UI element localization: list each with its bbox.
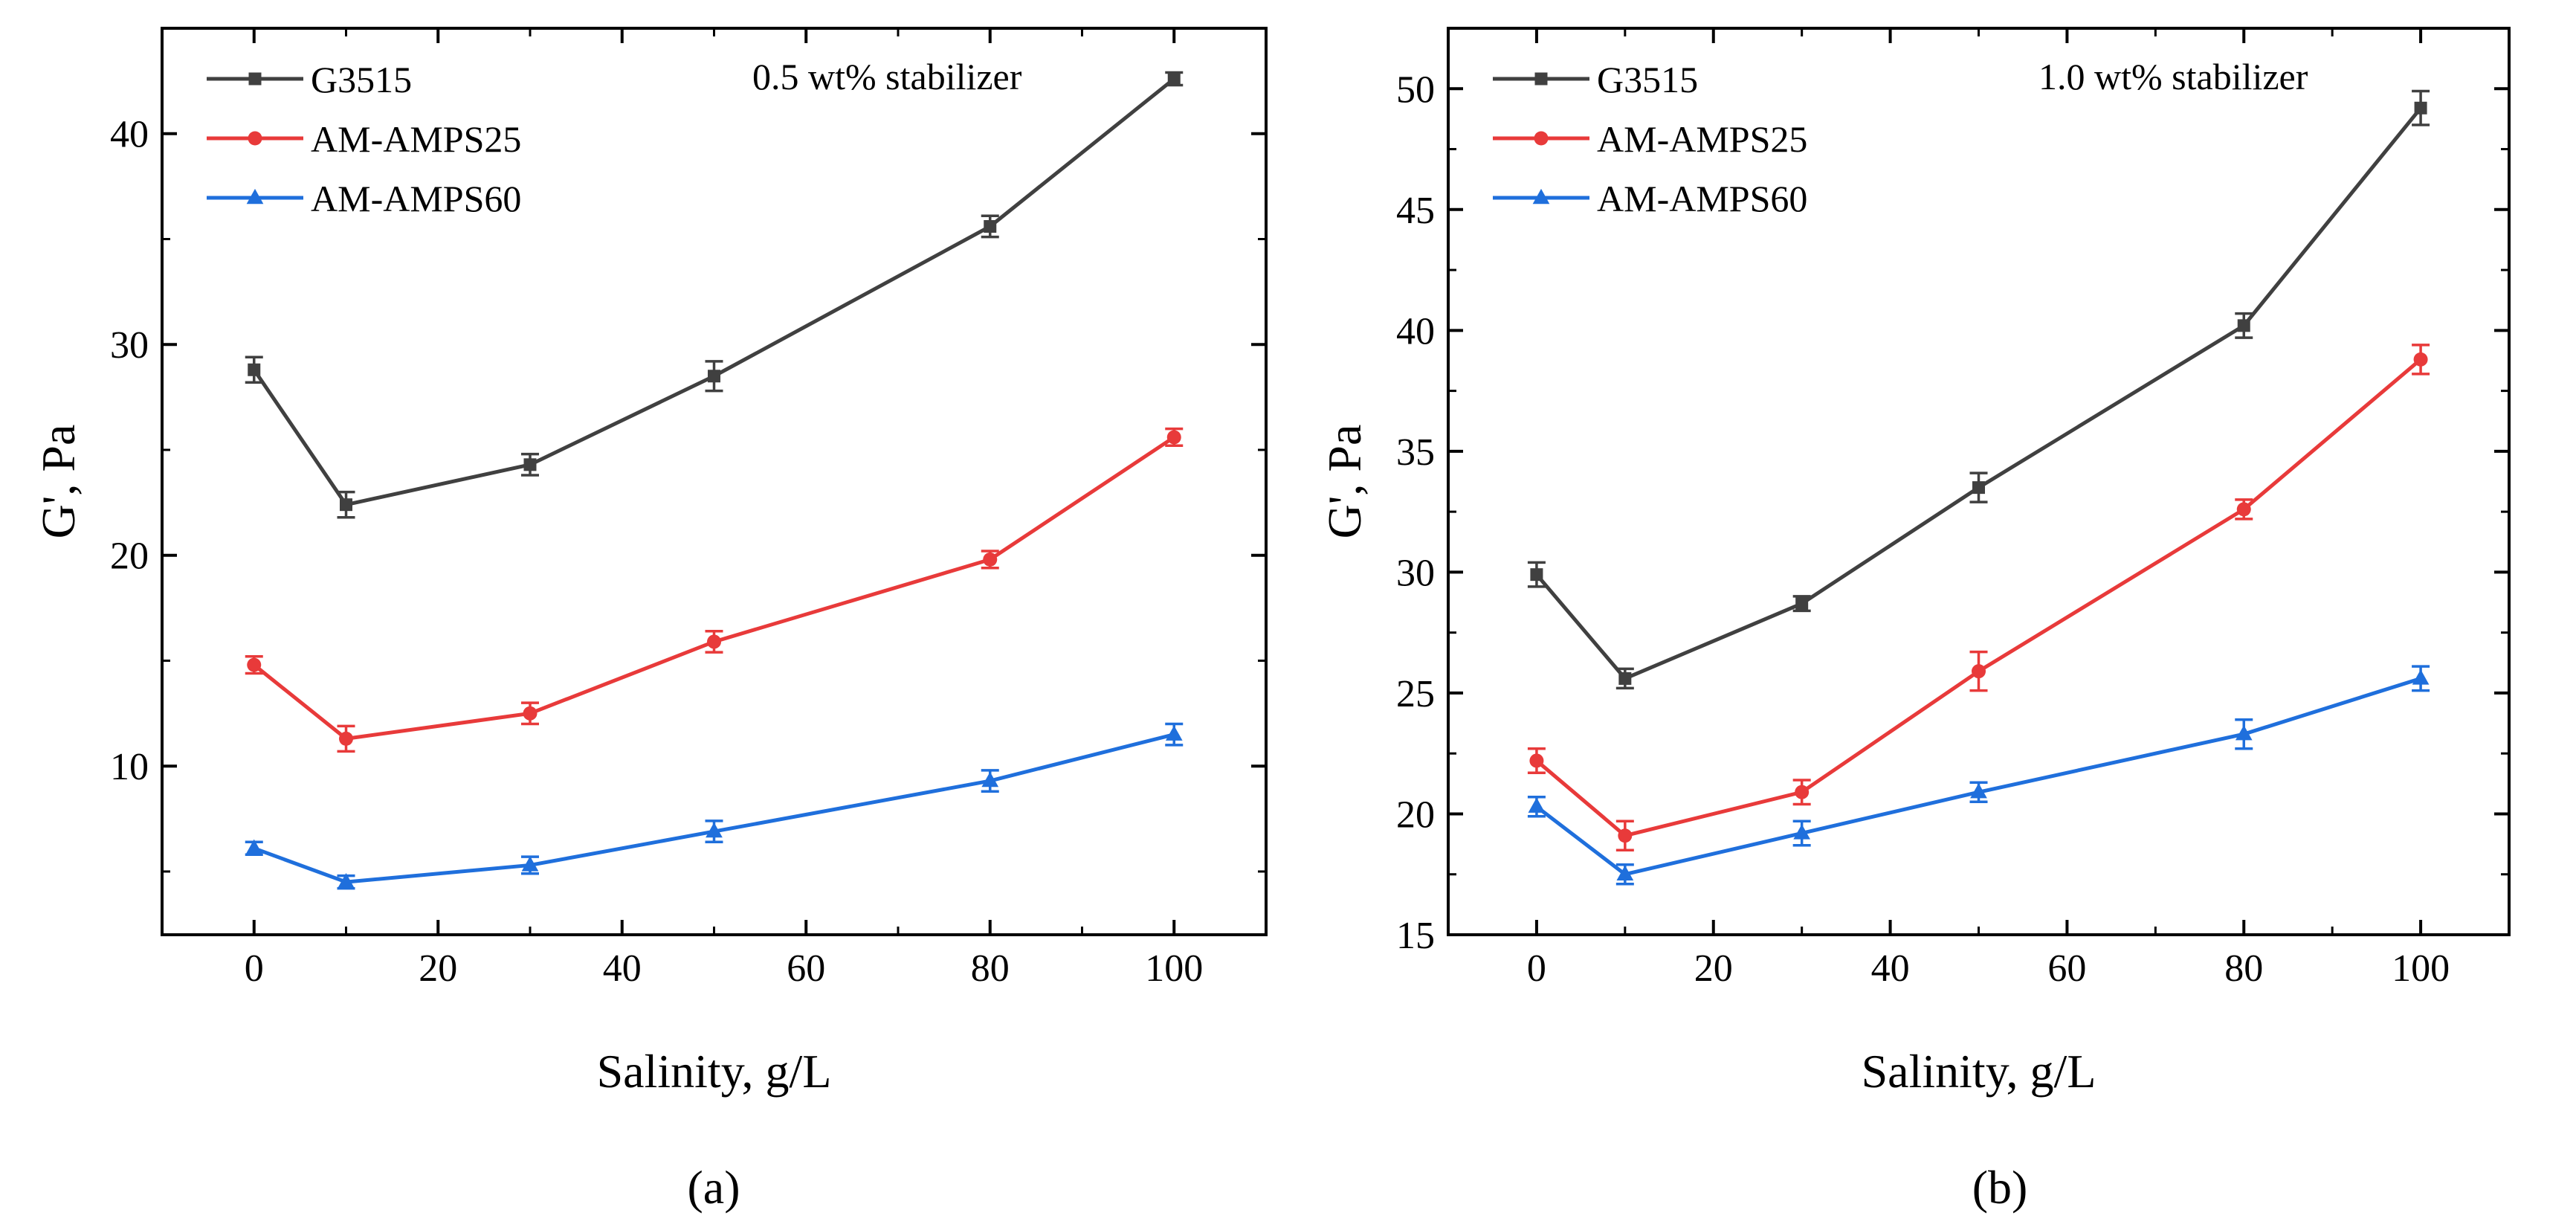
data-point <box>981 771 999 788</box>
x-tick-label: 100 <box>2392 947 2450 990</box>
data-point <box>1166 430 1181 445</box>
data-point <box>1530 568 1543 582</box>
series-G3515: G3515 <box>1493 59 2430 690</box>
data-point <box>523 458 537 471</box>
y-tick-label: 10 <box>110 746 149 788</box>
legend-label: AM-AMPS60 <box>1597 178 1807 219</box>
data-point <box>708 370 720 383</box>
y-tick-label: 30 <box>1396 552 1435 594</box>
y-tick-label: 25 <box>1396 673 1435 715</box>
chart-panel-b: 0 20 40 60 80 100 15 20 25 30 35 40 45 50 Salinity, g/… <box>1318 27 2511 1214</box>
y-tick-label: 45 <box>1396 190 1435 232</box>
series-AM-AMPS60: AM-AMPS60 <box>207 178 1184 890</box>
y-axis-title: G', Pa <box>1318 425 1371 539</box>
data-point <box>2412 669 2430 685</box>
data-point <box>245 839 263 854</box>
y-axis-title: G', Pa <box>32 425 85 539</box>
legend-marker <box>1534 72 1548 86</box>
data-point <box>2413 352 2428 367</box>
legend-marker <box>248 72 262 86</box>
data-point <box>1618 828 1633 843</box>
data-point <box>1972 664 1986 679</box>
data-point <box>2414 101 2427 115</box>
y-tick-label: 40 <box>110 114 149 156</box>
x-tick-label: 60 <box>787 947 825 990</box>
data-point <box>523 706 538 721</box>
data-point <box>1618 672 1632 685</box>
legend-marker <box>248 131 262 146</box>
x-tick-label: 80 <box>971 947 1010 990</box>
plot-frame <box>161 27 1268 936</box>
y-tick-label: 35 <box>1396 431 1435 474</box>
legend-marker <box>246 188 264 204</box>
data-point <box>984 219 997 233</box>
y-tick-label: 30 <box>110 324 149 367</box>
y-tick-label: 20 <box>110 535 149 578</box>
series-line <box>252 77 1175 507</box>
data-point <box>1616 865 1634 880</box>
data-point <box>1795 785 1810 799</box>
data-point <box>1795 597 1809 611</box>
data-point <box>2235 725 2253 741</box>
data-point <box>1528 797 1546 813</box>
series-G3515: G3515 <box>207 59 1184 519</box>
y-tick-label: 50 <box>1396 68 1435 111</box>
x-tick-label: 80 <box>2224 947 2263 990</box>
data-point <box>706 822 723 838</box>
series-AM-AMPS25: AM-AMPS25 <box>207 118 1184 753</box>
data-point <box>338 873 355 889</box>
x-tick-label: 0 <box>1527 947 1546 990</box>
data-point <box>1165 725 1183 741</box>
series-AM-AMPS25: AM-AMPS25 <box>1493 118 2430 851</box>
data-point <box>1167 72 1181 86</box>
data-point <box>983 552 998 567</box>
stabilizer-annotation: 0.5 wt% stabilizer <box>752 56 1022 97</box>
y-tick-label: 20 <box>1396 793 1435 836</box>
series-line <box>253 435 1175 741</box>
x-tick-label: 0 <box>245 947 264 990</box>
data-point <box>1970 783 1987 799</box>
x-tick-label: 40 <box>1871 947 1910 990</box>
series-line <box>253 732 1175 884</box>
panel-label: (b) <box>1972 1161 2028 1214</box>
data-point <box>2237 319 2250 332</box>
data-point <box>340 498 352 512</box>
series-line <box>1535 358 2422 838</box>
legend-marker <box>1532 188 1550 204</box>
data-point <box>339 731 353 746</box>
data-point <box>1529 753 1544 768</box>
x-tick-label: 60 <box>2047 947 2086 990</box>
legend-label: AM-AMPS25 <box>1597 118 1807 160</box>
x-tick-label: 40 <box>603 947 642 990</box>
data-point <box>1793 824 1811 840</box>
series-AM-AMPS60: AM-AMPS60 <box>1493 178 2430 886</box>
x-tick-label: 20 <box>1694 947 1733 990</box>
series-line <box>1535 106 2423 681</box>
legend-label: G3515 <box>1597 59 1698 100</box>
stabilizer-annotation: 1.0 wt% stabilizer <box>2038 56 2308 97</box>
x-tick-label: 20 <box>419 947 457 990</box>
panel-label: (a) <box>687 1161 740 1214</box>
series-line <box>1535 677 2421 877</box>
legend-label: G3515 <box>311 59 412 100</box>
data-point <box>1972 481 1985 495</box>
y-tick-label: 15 <box>1396 915 1435 957</box>
data-point <box>248 363 261 376</box>
legend-marker <box>1534 131 1549 146</box>
data-point <box>247 657 262 672</box>
data-point <box>2236 502 2251 517</box>
chart-panel-a: 0 20 40 60 80 100 10 20 30 40 Salinity, g/L G', Pa (… <box>32 27 1268 1214</box>
legend-label: AM-AMPS25 <box>311 118 521 160</box>
data-point <box>707 634 721 649</box>
y-tick-label: 40 <box>1396 310 1435 352</box>
x-tick-label: 100 <box>1145 947 1203 990</box>
x-axis-title: Salinity, g/L <box>1862 1045 2096 1098</box>
legend-label: AM-AMPS60 <box>311 178 521 219</box>
data-point <box>521 856 539 872</box>
x-axis-title: Salinity, g/L <box>597 1045 832 1098</box>
